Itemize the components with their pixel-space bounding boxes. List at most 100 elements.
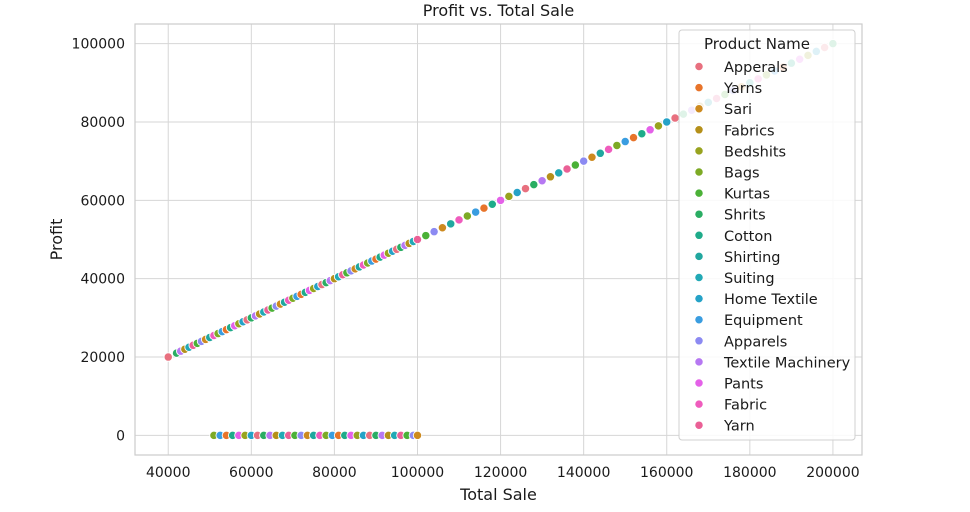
y-tick-label: 20000 — [80, 350, 125, 366]
data-point — [412, 430, 423, 441]
legend-label: Kurtas — [724, 187, 770, 203]
plot-frame — [134, 23, 863, 456]
legend-label: Sari — [724, 102, 752, 118]
legend-entry: Fabrics — [694, 123, 775, 139]
legend-label: Apperals — [724, 60, 788, 76]
x-tick-label: 60000 — [229, 465, 274, 481]
legend-label: Bags — [724, 166, 760, 182]
data-point — [462, 211, 472, 221]
data-point — [554, 168, 564, 178]
legend-entry: Yarn — [694, 419, 755, 435]
legend-items: Apperals Yarns Sari Fabrics Bedshits Bags Kurt… — [694, 60, 851, 435]
data-point — [520, 183, 531, 194]
legend-marker — [694, 378, 704, 388]
legend-label: Apparels — [724, 334, 787, 350]
legend-entry: Fabric — [694, 398, 767, 414]
legend-marker — [694, 82, 704, 93]
legend-marker — [694, 357, 704, 367]
legend-marker — [694, 315, 704, 325]
data-point — [628, 132, 639, 143]
data-point — [504, 191, 514, 202]
legend-label: Shirting — [724, 250, 781, 266]
x-tick-label: 100000 — [391, 465, 444, 481]
legend-entry: Bags — [694, 166, 760, 182]
data-point — [579, 156, 589, 166]
legend-entry: Shirting — [694, 250, 781, 266]
legend-entry: Pants — [694, 377, 763, 393]
legend-marker — [694, 146, 704, 156]
data-point — [437, 223, 448, 233]
y-tick-label: 60000 — [80, 193, 125, 209]
data-point — [562, 164, 572, 174]
legend-label: Bedshits — [724, 144, 786, 160]
data-point — [603, 144, 614, 155]
legend-entry: Equipment — [694, 313, 803, 329]
data-point — [487, 199, 497, 209]
data-point — [471, 207, 481, 217]
legend-entry: Bedshits — [694, 144, 786, 160]
legend-marker — [694, 230, 704, 240]
legend-entry: Kurtas — [694, 187, 770, 203]
data-point — [620, 136, 630, 147]
x-tick-label: 140000 — [557, 465, 610, 481]
legend-label: Fabrics — [724, 123, 775, 139]
data-point — [645, 125, 655, 135]
data-point — [454, 215, 464, 225]
legend-label: Equipment — [724, 313, 803, 329]
legend-marker — [694, 420, 704, 430]
chart-title: Profit vs. Total Sale — [423, 1, 575, 20]
legend-entry: Cotton — [694, 229, 772, 245]
legend-entry: Yarns — [694, 81, 762, 97]
data-point — [545, 172, 556, 182]
y-tick-label: 80000 — [80, 115, 125, 131]
legend-marker — [694, 209, 704, 219]
legend-entry: Textile Machinery — [694, 355, 851, 371]
legend-marker — [694, 293, 704, 304]
data-point — [446, 219, 456, 229]
legend-entry: Apperals — [694, 60, 788, 76]
y-tick-label: 40000 — [80, 272, 125, 288]
legend-marker — [694, 125, 704, 135]
y-tick-label: 0 — [116, 428, 125, 444]
legend-marker — [694, 251, 704, 262]
x-tick-label: 80000 — [312, 465, 357, 481]
legend-marker — [694, 272, 704, 283]
legend-label: Textile Machinery — [723, 355, 851, 371]
data-point — [637, 129, 647, 139]
legend: Product Name Apperals Yarns Sari Fabrics Bed… — [678, 29, 856, 441]
x-tick-label: 180000 — [723, 465, 776, 481]
data-point — [412, 234, 423, 245]
data-point — [163, 352, 173, 362]
x-tick-label: 40000 — [146, 465, 191, 481]
legend-label: Cotton — [724, 229, 772, 245]
legend-label: Fabric — [724, 398, 767, 414]
data-point — [653, 121, 664, 131]
data-point — [595, 148, 605, 158]
legend-entry: Apparels — [694, 334, 787, 350]
data-point — [537, 176, 547, 186]
legend-label: Home Textile — [724, 292, 818, 308]
x-tick-label: 200000 — [806, 465, 859, 481]
x-tick-label: 160000 — [640, 465, 693, 481]
tick-labels: 40000 60000 80000 100000 120000 140000 160000 1… — [72, 37, 860, 481]
y-axis-label: Profit — [47, 219, 66, 261]
legend-entry: Sari — [694, 102, 752, 118]
legend-box — [678, 29, 856, 441]
legend-entry: Home Textile — [694, 292, 818, 308]
legend-label: Yarn — [723, 419, 755, 435]
data-point — [429, 227, 439, 237]
x-axis-label: Total Sale — [459, 485, 537, 504]
data-point — [670, 113, 680, 123]
legend-label: Shrits — [724, 208, 766, 224]
legend-entry: Suiting — [694, 271, 775, 287]
data-point — [587, 152, 597, 162]
legend-marker — [694, 399, 704, 409]
legend-marker — [694, 167, 704, 177]
legend-marker — [694, 104, 704, 114]
data-point — [495, 195, 506, 205]
data-point — [479, 203, 489, 213]
data-point — [529, 179, 539, 190]
legend-marker — [694, 61, 704, 72]
